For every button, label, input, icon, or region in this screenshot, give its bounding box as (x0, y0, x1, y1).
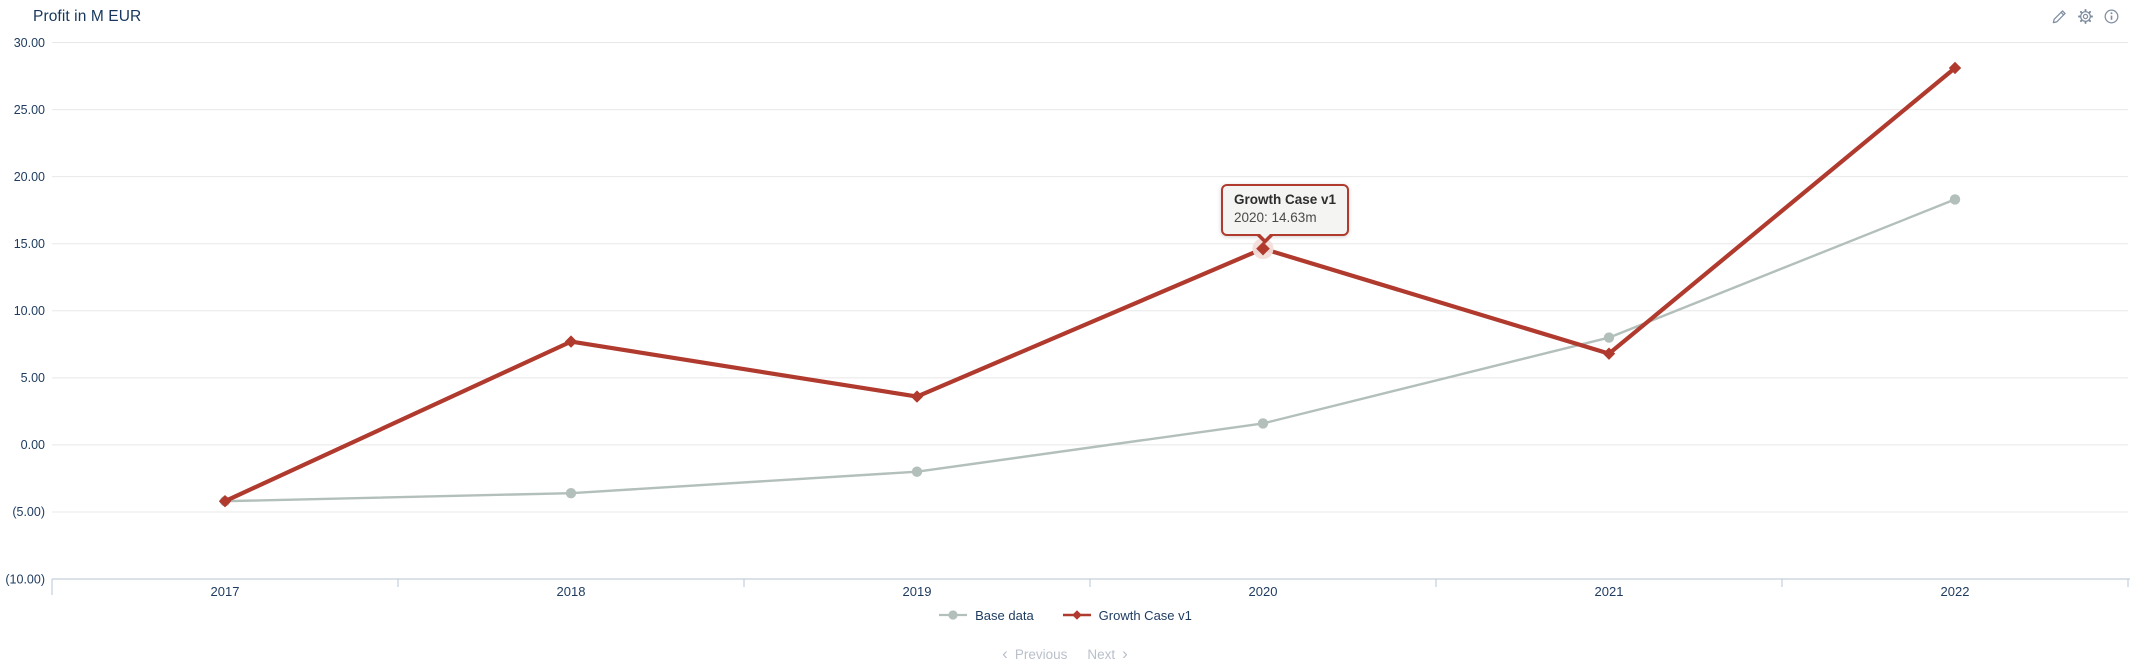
data-point-base-data[interactable] (1603, 332, 1615, 343)
edit-button[interactable] (2049, 6, 2069, 26)
chevron-left-icon: ‹ (1002, 643, 1008, 663)
x-axis-label: 2022 (1941, 584, 1970, 599)
series-line-growth-case-v1[interactable] (222, 65, 1958, 504)
x-axis-label: 2020 (1249, 584, 1278, 599)
y-axis-tick-label: 5.00 (21, 371, 45, 385)
data-point-growth-case-v1[interactable] (564, 335, 578, 348)
y-axis-tick-label: 25.00 (14, 103, 45, 117)
pagination: ‹ Previous Next › (0, 643, 2130, 665)
data-point-growth-case-v1[interactable] (1948, 61, 1962, 75)
data-point-growth-case-v1[interactable] (218, 495, 232, 508)
tooltip-value: 2020: 14.63m (1234, 210, 1317, 226)
series-line-base-data[interactable] (223, 198, 1957, 503)
info-icon (2104, 9, 2118, 23)
legend-item-growth-case-v1[interactable]: Growth Case v1 (1062, 608, 1192, 623)
pencil-icon (2052, 9, 2066, 23)
next-button[interactable]: Next › (1087, 643, 1128, 663)
y-axis-tick-label: 10.00 (14, 304, 45, 318)
data-point-growth-case-v1[interactable] (1602, 347, 1616, 360)
x-axis-label: 2019 (903, 584, 932, 599)
tooltip: Growth Case v1 2020: 14.63m (1221, 184, 1350, 245)
y-axis-tick-label: 20.00 (14, 170, 45, 184)
y-axis-tick-label: 0.00 (21, 438, 45, 452)
next-label: Next (1087, 646, 1116, 662)
chart-title: Profit in M EUR (33, 8, 142, 25)
settings-button[interactable] (2075, 6, 2095, 26)
info-button[interactable] (2101, 6, 2121, 26)
data-point-base-data[interactable] (1257, 418, 1269, 429)
previous-button[interactable]: ‹ Previous (1002, 643, 1068, 663)
x-axis-label: 2018 (557, 584, 586, 599)
y-axis-tick-label: 15.00 (14, 237, 45, 251)
legend-label: Growth Case v1 (1098, 607, 1192, 623)
legend-label: Base data (975, 607, 1034, 623)
data-point-base-data[interactable] (1949, 194, 1961, 205)
y-axis-tick-label: 30.00 (14, 36, 45, 50)
legend-item-base-data[interactable]: Base data (938, 608, 1034, 623)
x-axis-label: 2017 (211, 584, 240, 599)
chart-legend: Base data Growth Case v1 (0, 605, 2130, 625)
tooltip-series-name: Growth Case v1 (1234, 192, 1337, 207)
chart-toolbar (2049, 6, 2121, 26)
y-axis-tick-label: (5.00) (12, 505, 45, 519)
y-axis-tick-label: (10.00) (5, 572, 45, 586)
x-axis-label: 2021 (1595, 584, 1624, 599)
growth-case-marker-icon (1062, 610, 1091, 620)
gear-icon (2077, 8, 2093, 24)
base-data-marker-icon (939, 610, 968, 620)
data-point-growth-case-v1[interactable] (910, 390, 924, 403)
data-point-base-data[interactable] (911, 466, 923, 477)
chevron-right-icon: › (1122, 643, 1128, 663)
previous-label: Previous (1014, 646, 1068, 662)
data-point-growth-case-v1[interactable] (1256, 241, 1270, 256)
data-point-base-data[interactable] (565, 487, 577, 499)
